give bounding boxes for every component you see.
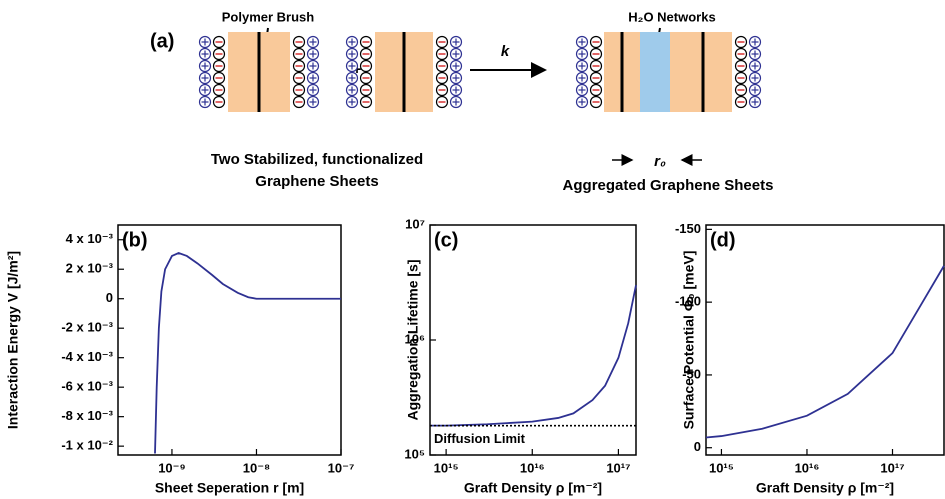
y-tick-label: -6 x 10⁻³ bbox=[61, 379, 113, 394]
y-axis-label: Surface Potential Φ₀ [meV] bbox=[681, 251, 697, 430]
plus: + bbox=[353, 61, 362, 78]
x-axis-label: Graft Density ρ [m⁻²] bbox=[464, 480, 602, 496]
schematic: (a) Polymer Brush + k H₂O Networks Two S… bbox=[150, 9, 773, 194]
y-tick-label: 0 bbox=[694, 439, 701, 454]
x-tick-label: 10⁻⁷ bbox=[328, 460, 355, 475]
x-tick-label: 10¹⁵ bbox=[709, 460, 734, 475]
y-tick-label: -1 x 10⁻² bbox=[61, 438, 113, 453]
x-axis-label: Graft Density ρ [m⁻²] bbox=[756, 480, 894, 496]
label: H₂O Networks bbox=[628, 9, 715, 24]
x-tick-label: 10¹⁷ bbox=[606, 460, 630, 475]
panel-label: (a) bbox=[150, 30, 174, 52]
x-tick-label: 10⁻⁸ bbox=[243, 460, 270, 475]
y-tick-label: -8 x 10⁻³ bbox=[61, 408, 113, 423]
sheet bbox=[670, 32, 732, 112]
gap-label: r₀ bbox=[654, 153, 666, 170]
plot-frame bbox=[429, 224, 637, 456]
line bbox=[705, 265, 945, 439]
label: Polymer Brush bbox=[222, 9, 315, 24]
y-tick-label: -2 x 10⁻³ bbox=[61, 320, 113, 335]
caption: Aggregated Graphene Sheets bbox=[563, 177, 774, 194]
y-tick-label: 0 bbox=[106, 290, 113, 305]
y-tick-label: 4 x 10⁻³ bbox=[66, 231, 114, 246]
y-tick-label: -4 x 10⁻³ bbox=[61, 349, 113, 364]
x-tick-label: 10⁻⁹ bbox=[158, 460, 186, 475]
y-axis-label: Interaction Energy V [J/m²] bbox=[5, 251, 21, 429]
y-axis-label: Aggregation Lifetime [s] bbox=[405, 259, 421, 420]
y-tick-label: -150 bbox=[675, 221, 701, 236]
x-tick-label: 10¹⁶ bbox=[520, 460, 545, 475]
y-tick-label: 2 x 10⁻³ bbox=[66, 261, 114, 276]
x-tick-label: 10¹⁷ bbox=[880, 460, 904, 475]
caption: Graphene Sheets bbox=[255, 173, 378, 190]
y-tick-label: 10⁵ bbox=[404, 446, 425, 461]
plot-frame bbox=[705, 224, 945, 456]
x-axis-label: Sheet Seperation r [m] bbox=[155, 480, 304, 496]
panel-label: (d) bbox=[710, 229, 736, 251]
x-tick-label: 10¹⁶ bbox=[795, 460, 820, 475]
line bbox=[154, 252, 341, 454]
line bbox=[430, 284, 637, 427]
y-tick-label: 10⁷ bbox=[405, 216, 425, 231]
series-label: Diffusion Limit bbox=[434, 431, 526, 446]
rate: k bbox=[501, 43, 510, 60]
caption: Two Stabilized, functionalized bbox=[211, 151, 423, 168]
y-tick-label: -100 bbox=[675, 294, 701, 309]
y-tick-label: -50 bbox=[682, 366, 701, 381]
sheet bbox=[640, 32, 670, 112]
panel-label: (c) bbox=[434, 229, 458, 251]
panel-label: (b) bbox=[122, 229, 148, 251]
y-tick-label: 10⁶ bbox=[405, 331, 425, 346]
x-tick-label: 10¹⁵ bbox=[434, 460, 459, 475]
plot-frame bbox=[117, 224, 342, 456]
